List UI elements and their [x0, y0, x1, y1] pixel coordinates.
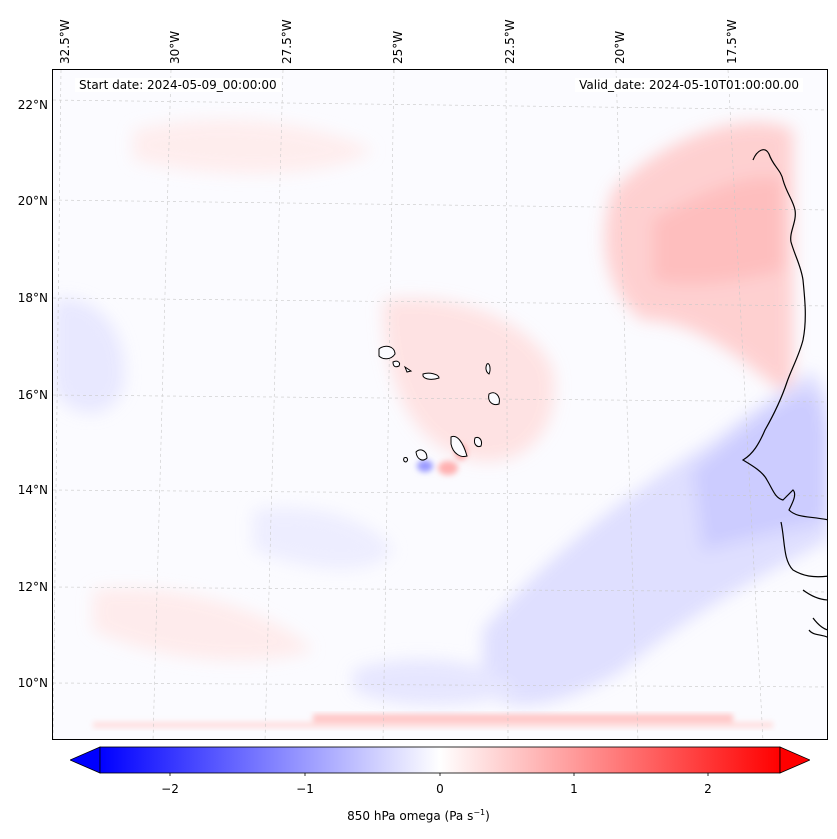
- colorbar-min-arrow: [70, 746, 101, 774]
- colorbar: [70, 746, 810, 776]
- lon-tick-5: 22.5°W: [503, 19, 517, 64]
- lat-tick-1: 22°N: [17, 98, 48, 112]
- lon-tick-6: 20°W: [613, 30, 627, 64]
- lon-tick-3: 27.5°W: [280, 19, 294, 64]
- lat-tick-2: 20°N: [17, 194, 48, 208]
- lat-tick-5: 14°N: [17, 483, 48, 497]
- lat-tick-3: 18°N: [17, 291, 48, 305]
- start-date: Start date: 2024-05-09_00:00:00: [75, 78, 281, 92]
- colorbar-tick-3: 0: [436, 782, 444, 796]
- lon-tick-2: 30°W: [168, 30, 182, 64]
- colorbar-tick-5: 2: [704, 782, 712, 796]
- valid-date: Valid_date: 2024-05-10T01:00:00.00: [575, 78, 803, 92]
- cape-verde-islands: [378, 345, 500, 463]
- lat-tick-7: 10°N: [17, 676, 48, 690]
- colorbar-gradient: [99, 746, 781, 774]
- omega-field: [53, 70, 827, 739]
- colorbar-tick-1: −2: [161, 782, 179, 796]
- lon-tick-1: 32.5°W: [58, 19, 72, 64]
- colorbar-tick-2: −1: [296, 782, 314, 796]
- lon-tick-7: 17.5°W: [725, 19, 739, 64]
- lon-tick-4: 25°W: [391, 30, 405, 64]
- colorbar-tick-4: 1: [570, 782, 578, 796]
- lat-tick-4: 16°N: [17, 388, 48, 402]
- map-panel: Start date: 2024-05-09_00:00:00 Valid_da…: [52, 69, 828, 740]
- colorbar-label: 850 hPa omega (Pa s−1): [347, 808, 490, 823]
- lat-tick-6: 12°N: [17, 580, 48, 594]
- colorbar-max-arrow: [779, 746, 810, 774]
- coastline: [741, 149, 827, 638]
- graticule: [53, 70, 827, 739]
